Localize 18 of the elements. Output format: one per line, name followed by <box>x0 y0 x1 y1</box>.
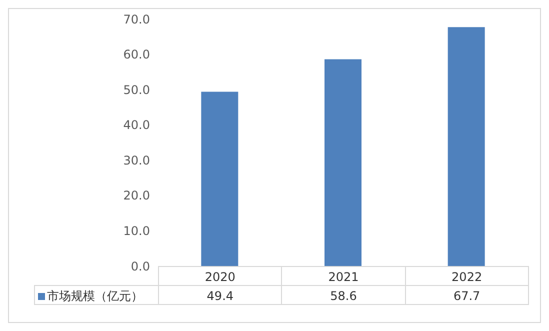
y-tick-label: 40.0 <box>123 118 150 132</box>
data-label: 49.4 <box>158 285 282 305</box>
data-label: 58.6 <box>281 285 406 305</box>
y-tick-label: 10.0 <box>123 224 150 238</box>
legend-label: 市场规模（亿元） <box>47 289 143 303</box>
x-tick-label: 2021 <box>281 266 406 286</box>
y-tick-label: 20.0 <box>123 188 150 203</box>
y-tick-label: 60.0 <box>123 48 150 62</box>
bar <box>324 59 362 266</box>
data-label: 67.7 <box>404 285 529 305</box>
y-tick-label: 30.0 <box>123 153 150 168</box>
bar <box>448 27 485 266</box>
x-tick-label: 2020 <box>158 266 282 286</box>
y-tick-label: 50.0 <box>123 82 150 97</box>
y-tick-label: 0.0 <box>130 259 150 274</box>
bar <box>201 92 238 266</box>
x-tick-label: 2022 <box>404 266 529 286</box>
y-tick-label: 70.0 <box>123 12 150 26</box>
